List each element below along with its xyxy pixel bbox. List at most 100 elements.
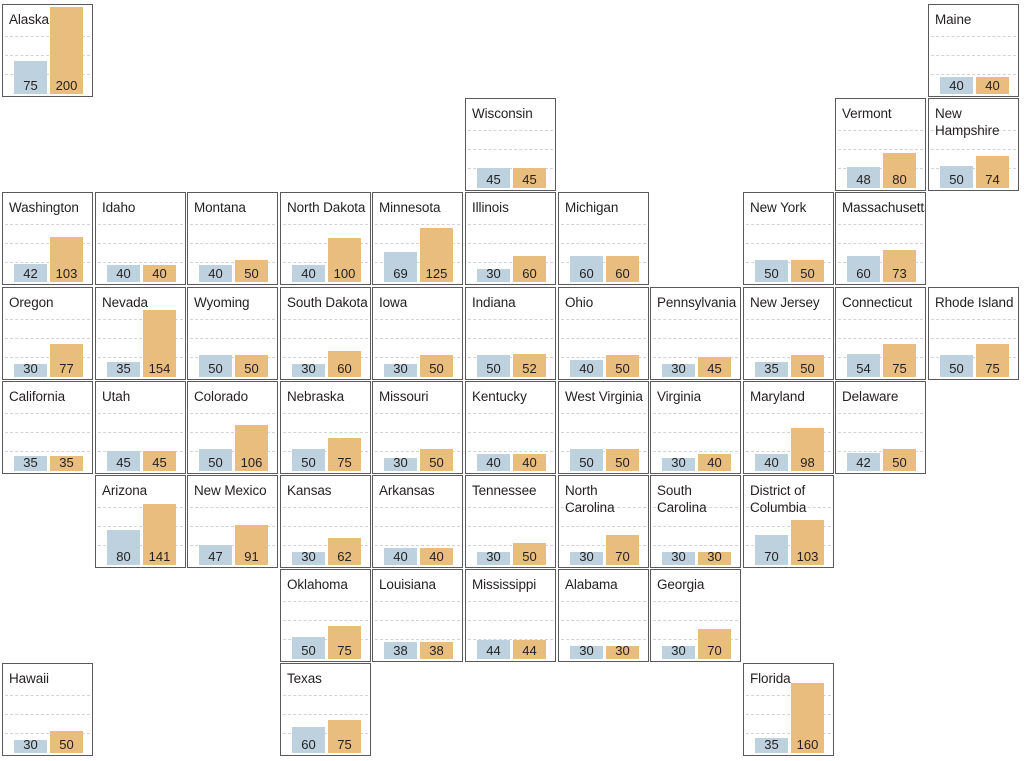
state-tile-wisconsin: 45 45 Wisconsin xyxy=(465,98,556,191)
bar-maryland-1 xyxy=(755,454,788,471)
state-name: New Mexico xyxy=(194,483,267,498)
bar-alabama-2 xyxy=(606,646,639,659)
state-name: Florida xyxy=(750,671,791,686)
data-label: 50 xyxy=(892,455,907,470)
data-label: 50 xyxy=(244,266,259,281)
gridline xyxy=(468,545,553,546)
state-name: Oregon xyxy=(9,295,54,310)
data-label: 50 xyxy=(301,455,316,470)
data-label: 30 xyxy=(579,643,594,658)
bar-kentucky-1 xyxy=(477,454,510,471)
bar-delaware-2 xyxy=(883,449,916,471)
data-label: 60 xyxy=(522,266,537,281)
data-label: 30 xyxy=(579,549,594,564)
gridline xyxy=(653,601,738,602)
gridline xyxy=(190,413,275,414)
state-tile-south-carolina: 30 30 South Carolina xyxy=(650,475,741,568)
bar-new-hampshire-1 xyxy=(940,166,973,188)
data-label: 40 xyxy=(579,361,594,376)
gridline xyxy=(190,526,275,527)
state-name: Alabama xyxy=(565,577,618,592)
gridline xyxy=(746,545,831,546)
gridline xyxy=(375,639,460,640)
bar-kansas-1 xyxy=(292,552,325,565)
gridline xyxy=(931,130,1016,131)
state-name: Indiana xyxy=(472,295,516,310)
gridline xyxy=(838,168,923,169)
state-name: Nevada xyxy=(102,295,148,310)
data-label: 62 xyxy=(337,549,352,564)
bar-wyoming-1 xyxy=(199,355,232,377)
data-label: 60 xyxy=(579,266,594,281)
gridline xyxy=(190,545,275,546)
data-label: 50 xyxy=(615,361,630,376)
gridline xyxy=(375,620,460,621)
gridline xyxy=(746,714,831,715)
state-tile-tennessee: 30 50 Tennessee xyxy=(465,475,556,568)
gridline xyxy=(838,338,923,339)
data-label: 30 xyxy=(23,361,38,376)
bar-kansas-2 xyxy=(328,538,361,565)
bar-mississippi-1 xyxy=(477,640,510,659)
gridline xyxy=(375,601,460,602)
bar-massachusetts-1 xyxy=(847,256,880,282)
data-label: 45 xyxy=(707,361,722,376)
gridline xyxy=(838,413,923,414)
gridline xyxy=(190,338,275,339)
data-label: 50 xyxy=(59,737,74,752)
state-tile-kansas: 30 62 Kansas xyxy=(280,475,371,568)
gridline xyxy=(375,262,460,263)
bar-georgia-1 xyxy=(662,646,695,659)
state-tile-nebraska: 50 75 Nebraska xyxy=(280,381,371,474)
data-label: 60 xyxy=(856,266,871,281)
gridline xyxy=(190,451,275,452)
state-name: New Jersey xyxy=(750,295,820,310)
state-tile-michigan: 60 60 Michigan xyxy=(558,192,649,285)
gridline xyxy=(561,601,646,602)
gridline xyxy=(746,357,831,358)
state-tile-pennsylvania: 30 45 Pennsylvania xyxy=(650,287,741,380)
gridline xyxy=(98,338,183,339)
gridline xyxy=(746,338,831,339)
bar-montana-1 xyxy=(199,265,232,282)
bar-south-carolina-2 xyxy=(698,552,731,565)
state-name: Tennessee xyxy=(472,483,537,498)
bar-alaska-2 xyxy=(50,7,83,94)
state-name: Montana xyxy=(194,200,246,215)
bar-oklahoma-2 xyxy=(328,626,361,659)
gridline xyxy=(653,319,738,320)
gridline xyxy=(5,338,90,339)
state-name: Mississippi xyxy=(472,577,537,592)
gridline xyxy=(190,357,275,358)
data-label: 30 xyxy=(615,643,630,658)
bar-south-dakota-2 xyxy=(328,351,361,377)
bar-indiana-1 xyxy=(477,355,510,377)
gridline xyxy=(468,639,553,640)
data-label: 47 xyxy=(208,549,223,564)
state-tile-connecticut: 54 75 Connecticut xyxy=(835,287,926,380)
gridline xyxy=(561,526,646,527)
bar-maine-1 xyxy=(940,77,973,94)
gridline xyxy=(561,639,646,640)
state-tile-georgia: 30 70 Georgia xyxy=(650,569,741,662)
data-label: 50 xyxy=(800,361,815,376)
bar-delaware-1 xyxy=(847,453,880,471)
bar-mississippi-2 xyxy=(513,640,546,659)
bar-michigan-1 xyxy=(570,256,603,282)
data-label: 40 xyxy=(152,266,167,281)
gridline xyxy=(561,432,646,433)
state-name: Ohio xyxy=(565,295,594,310)
state-name: Kentucky xyxy=(472,389,527,404)
state-name: West Virginia xyxy=(565,389,643,404)
data-label: 75 xyxy=(337,455,352,470)
gridline xyxy=(653,338,738,339)
bar-kentucky-2 xyxy=(513,454,546,471)
gridline xyxy=(561,338,646,339)
data-label: 35 xyxy=(23,455,38,470)
bar-new-york-1 xyxy=(755,260,788,282)
gridline xyxy=(283,507,368,508)
state-tile-utah: 45 45 Utah xyxy=(95,381,186,474)
gridline xyxy=(5,262,90,263)
gridline xyxy=(468,601,553,602)
data-label: 45 xyxy=(522,172,537,187)
